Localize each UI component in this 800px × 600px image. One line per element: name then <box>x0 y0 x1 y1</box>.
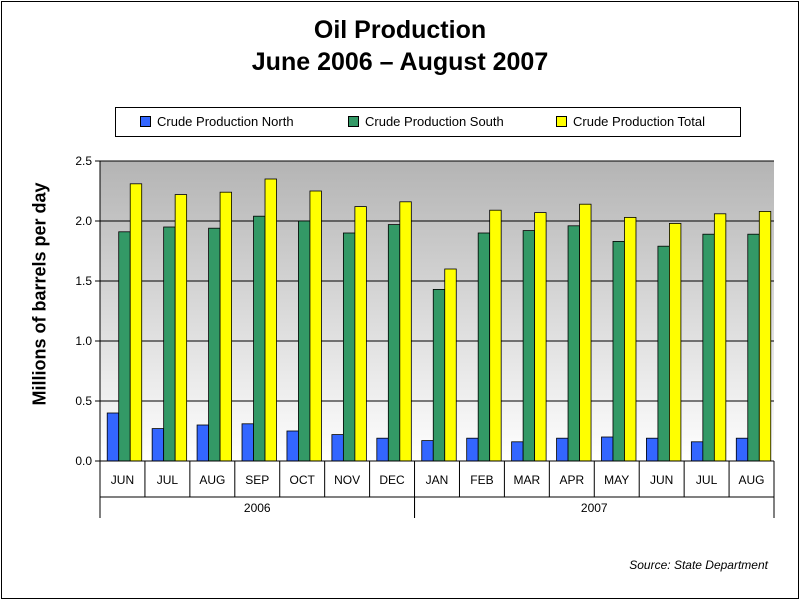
chart-title: Oil Production <box>313 16 487 44</box>
bar <box>264 178 277 462</box>
legend-item-south: Crude Production South <box>348 114 504 130</box>
y-tick-label: 1.0 <box>75 334 92 348</box>
bar <box>612 240 625 462</box>
bar <box>399 201 412 462</box>
x-tick-label: MAY <box>604 473 629 487</box>
x-tick-label: JUL <box>696 473 718 487</box>
bar <box>354 206 367 462</box>
bar <box>511 441 524 462</box>
bar <box>376 437 389 462</box>
x-tick-label: JAN <box>426 473 449 487</box>
bar <box>735 437 749 462</box>
bar <box>556 437 569 462</box>
legend: Crude Production North Crude Production … <box>115 107 741 137</box>
x-tick-label: AUG <box>199 473 225 487</box>
y-tick-label: 2.0 <box>75 214 92 228</box>
legend-item-total: Crude Production Total <box>556 114 705 130</box>
x-group-label: 2006 <box>244 501 271 515</box>
bar <box>163 226 176 462</box>
x-tick-label: APR <box>559 473 584 487</box>
y-tick-label: 0.0 <box>75 454 92 468</box>
legend-swatch-total <box>556 116 567 127</box>
bar <box>669 222 682 462</box>
legend-item-north: Crude Production North <box>140 114 294 130</box>
x-tick-label: FEB <box>470 473 493 487</box>
bar <box>489 209 502 462</box>
bar <box>601 436 614 462</box>
legend-label-total: Crude Production Total <box>573 114 706 129</box>
source-note: Source: State Department <box>629 558 768 572</box>
bar <box>151 428 165 462</box>
bar <box>129 183 143 462</box>
bar <box>208 227 221 462</box>
x-tick-label: JUN <box>111 473 134 487</box>
bar <box>421 440 434 462</box>
bar <box>309 190 322 462</box>
bar <box>534 212 547 462</box>
legend-label-north: Crude Production North <box>157 114 294 129</box>
bar <box>444 268 457 462</box>
bar <box>298 220 311 462</box>
bar <box>477 232 491 462</box>
x-tick-label: DEC <box>379 473 405 487</box>
bar <box>758 210 772 462</box>
x-tick-label: AUG <box>739 473 765 487</box>
bar <box>567 225 580 462</box>
bar <box>387 224 401 462</box>
bar <box>106 412 120 462</box>
x-tick-label: JUL <box>157 473 179 487</box>
bar <box>624 216 637 462</box>
bar <box>522 230 536 462</box>
y-tick-label: 1.5 <box>75 274 92 288</box>
x-tick-label: OCT <box>290 473 316 487</box>
x-tick-label: SEP <box>245 473 269 487</box>
legend-label-south: Crude Production South <box>365 114 504 129</box>
x-tick-label: JUN <box>650 473 673 487</box>
bar <box>331 434 344 462</box>
bar <box>342 232 356 462</box>
bar <box>579 203 592 462</box>
bar <box>196 424 209 462</box>
bar <box>646 437 659 462</box>
bar <box>690 441 704 462</box>
bar <box>713 213 727 462</box>
y-tick-label: 2.5 <box>75 154 92 168</box>
bar <box>432 288 446 462</box>
legend-swatch-south <box>348 116 359 127</box>
bar <box>241 423 254 462</box>
chart-subtitle: June 2006 – August 2007 <box>251 48 549 76</box>
bar <box>702 233 715 462</box>
x-group-label: 2007 <box>581 501 608 515</box>
bar <box>466 437 479 462</box>
bar <box>219 191 232 462</box>
x-tick-label: MAR <box>514 473 541 487</box>
bar <box>253 215 266 462</box>
x-tick-label: NOV <box>334 473 360 487</box>
bar <box>118 231 131 462</box>
bar <box>174 194 188 462</box>
bar <box>286 430 299 462</box>
bar <box>747 233 760 462</box>
legend-swatch-north <box>140 116 151 127</box>
y-tick-label: 0.5 <box>75 394 92 408</box>
bar <box>657 245 670 462</box>
